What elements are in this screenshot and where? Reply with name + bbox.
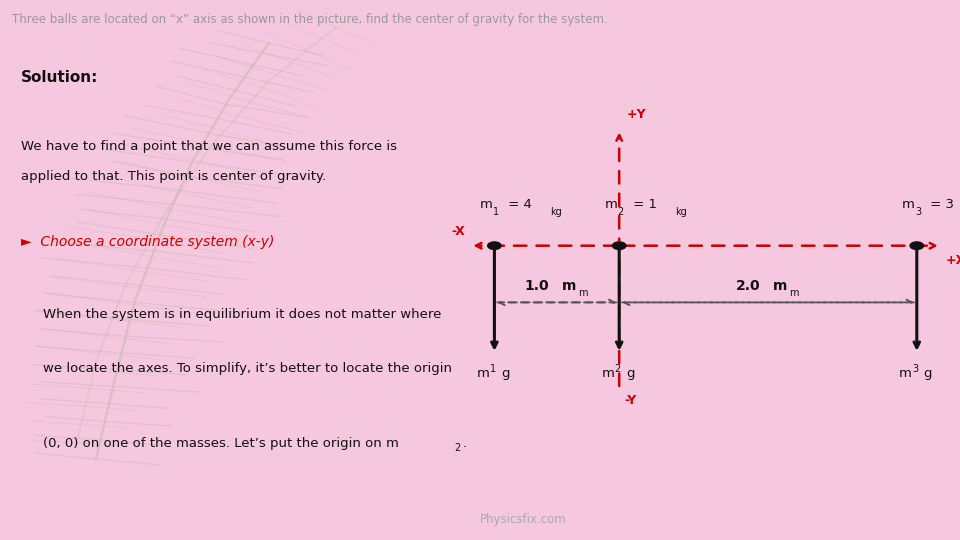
Text: = 3: = 3	[926, 198, 954, 211]
Text: m: m	[578, 288, 588, 298]
Text: m: m	[900, 367, 912, 380]
Text: Solution:: Solution:	[21, 70, 99, 85]
Text: = 4: = 4	[504, 198, 532, 211]
Text: When the system is in equilibrium it does not matter where: When the system is in equilibrium it doe…	[43, 308, 442, 321]
Text: +X: +X	[946, 254, 960, 267]
Text: kg: kg	[550, 207, 562, 217]
Text: m: m	[789, 288, 799, 298]
Text: g: g	[924, 367, 932, 380]
Text: 2: 2	[617, 207, 624, 217]
Text: Physicsfix.com: Physicsfix.com	[480, 513, 566, 526]
Circle shape	[488, 242, 501, 249]
Text: m: m	[602, 367, 614, 380]
Text: 2.0: 2.0	[735, 279, 760, 293]
Text: We have to find a point that we can assume this force is: We have to find a point that we can assu…	[21, 140, 397, 153]
Text: = 1: = 1	[629, 198, 657, 211]
Text: m: m	[562, 279, 576, 293]
Text: -Y: -Y	[624, 394, 636, 407]
Text: m: m	[605, 198, 617, 211]
Circle shape	[910, 242, 924, 249]
Text: applied to that. This point is center of gravity.: applied to that. This point is center of…	[21, 170, 326, 183]
Text: m: m	[902, 198, 915, 211]
Text: 1.0: 1.0	[524, 279, 549, 293]
Text: 1: 1	[492, 207, 498, 217]
Text: ►  Choose a coordinate system (x-y): ► Choose a coordinate system (x-y)	[21, 235, 275, 249]
Text: m: m	[773, 279, 787, 293]
Text: m: m	[477, 367, 490, 380]
Text: kg: kg	[675, 207, 686, 217]
Text: g: g	[626, 367, 635, 380]
Text: m: m	[480, 198, 492, 211]
Text: Three balls are located on “x” axis as shown in the picture, find the center of : Three balls are located on “x” axis as s…	[12, 14, 609, 26]
Text: we locate the axes. To simplify, it’s better to locate the origin: we locate the axes. To simplify, it’s be…	[43, 362, 452, 375]
Text: 2: 2	[614, 364, 621, 375]
Text: +Y: +Y	[627, 109, 646, 122]
Text: 1: 1	[490, 364, 495, 375]
Text: 3: 3	[915, 207, 921, 217]
Text: .: .	[463, 437, 467, 450]
Text: -X: -X	[452, 225, 466, 238]
Text: g: g	[501, 367, 510, 380]
Circle shape	[612, 242, 626, 249]
Text: 2: 2	[454, 443, 461, 453]
Text: 3: 3	[912, 364, 918, 375]
Text: (0, 0) on one of the masses. Let’s put the origin on m: (0, 0) on one of the masses. Let’s put t…	[43, 437, 399, 450]
